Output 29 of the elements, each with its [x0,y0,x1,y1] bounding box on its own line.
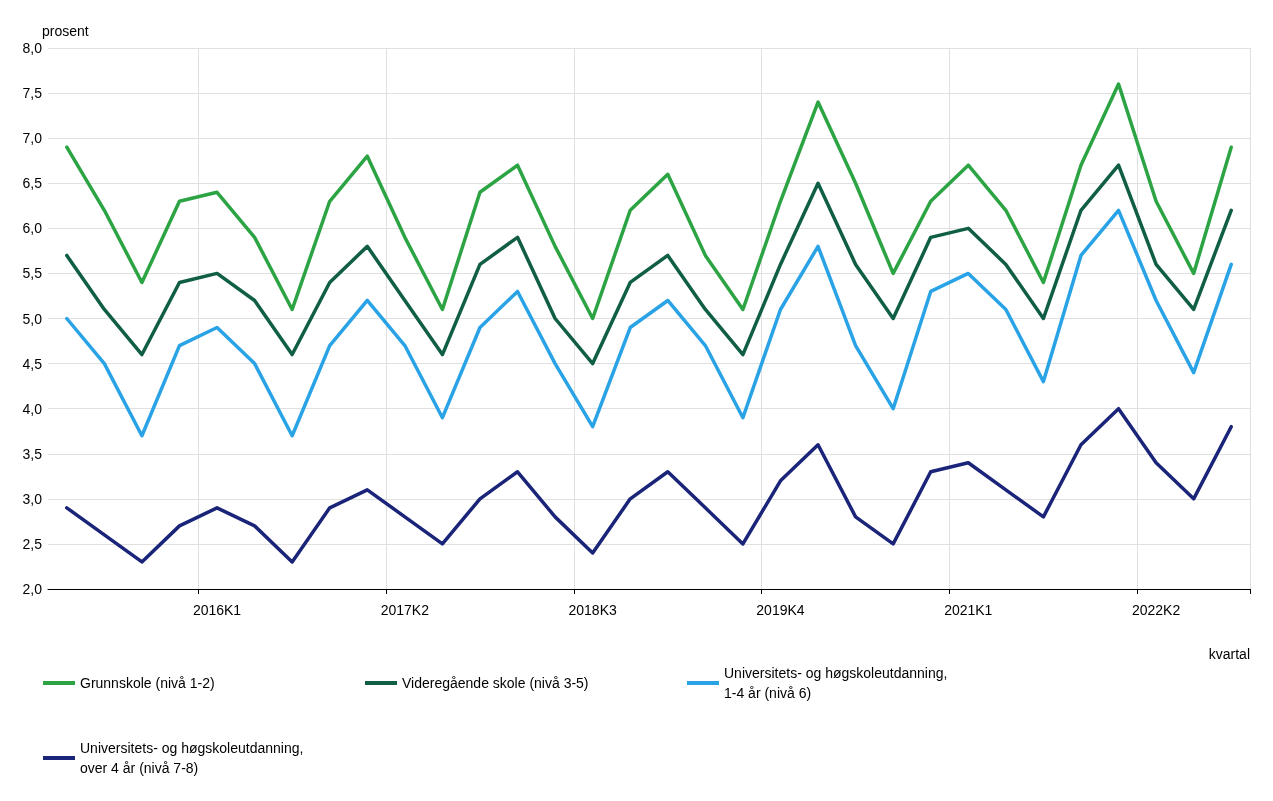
y-tick-label: 2,5 [22,535,43,552]
y-tick-label: 7,0 [22,130,43,147]
legend-label: Videregående skole (nivå 3-5) [402,675,589,691]
line-series [65,208,1233,438]
y-tick-label: 5,0 [22,310,43,327]
line-series [65,82,1233,321]
line-series [65,406,1233,564]
y-axis-title: prosent [42,23,89,39]
y-tick-label: 3,0 [22,490,43,507]
y-tick-label: 6,5 [22,175,43,192]
x-tick-label: 2018K3 [568,602,617,618]
legend-label: Grunnskole (nivå 1-2) [80,675,215,691]
x-tick-label: 2021K1 [944,602,993,618]
x-tick-label: 2022K2 [1131,602,1181,618]
x-tick-label: 2017K2 [380,602,430,618]
legend-label: Universitets- og høgskoleutdanning, 1-4 år (nivå 6) [724,665,952,701]
y-tick-label: 2,0 [22,581,43,597]
legend-label: Universitets- og høgskoleutdanning, over 4 år (nivå 7-8) [80,740,308,776]
y-tick-label: 6,0 [22,220,43,237]
x-tick-label: 2016K1 [192,602,242,618]
y-tick-label: 5,5 [22,265,43,282]
y-tick-label: 7,5 [22,85,43,102]
y-tick-label: 4,0 [22,400,43,417]
y-tick-label: 8,0 [22,40,43,56]
x-axis-title: kvartal [1208,646,1250,662]
y-tick-label: 3,5 [22,445,43,462]
x-tick-label: 2019K4 [756,602,805,618]
y-tick-label: 4,5 [22,355,43,372]
line-series [65,163,1233,366]
